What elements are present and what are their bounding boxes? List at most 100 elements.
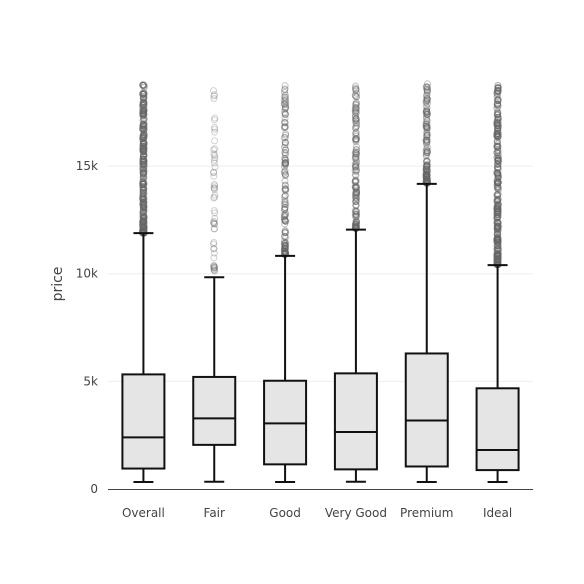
- outlier-point: [281, 86, 289, 94]
- outlier-point: [352, 202, 360, 210]
- outlier-point: [352, 148, 360, 156]
- outlier-points: [139, 80, 502, 275]
- outlier-point: [282, 239, 290, 247]
- outlier-point: [352, 138, 360, 146]
- outlier-point: [422, 165, 430, 173]
- outlier-point: [211, 209, 219, 217]
- outlier-point: [423, 147, 431, 155]
- outlier-point: [423, 91, 431, 99]
- outlier-point: [352, 195, 360, 203]
- outlier-point: [281, 216, 289, 224]
- outlier-point: [281, 108, 289, 116]
- outlier-point: [351, 112, 359, 120]
- outlier-point: [422, 98, 430, 106]
- outlier-point: [352, 99, 360, 107]
- outlier-point: [140, 94, 148, 102]
- outlier-point: [423, 109, 431, 117]
- outlier-point: [493, 164, 501, 172]
- outlier-point: [423, 97, 431, 105]
- outlier-point: [281, 182, 289, 190]
- outlier-point: [280, 246, 288, 254]
- outlier-point: [139, 217, 147, 225]
- outlier-point: [352, 207, 360, 215]
- outlier-point: [353, 89, 361, 97]
- outlier-point: [351, 135, 359, 143]
- outlier-point: [281, 109, 289, 117]
- outlier-point: [422, 166, 430, 174]
- outlier-point: [493, 255, 501, 263]
- outlier-point: [282, 201, 290, 209]
- outlier-point: [352, 218, 360, 226]
- outlier-point: [352, 162, 360, 170]
- outlier-point: [352, 221, 360, 229]
- outlier-point: [281, 213, 289, 221]
- outlier-point: [281, 160, 289, 168]
- outlier-point: [423, 165, 431, 173]
- outlier-point: [423, 165, 431, 173]
- outlier-point: [352, 197, 360, 205]
- outlier-point: [281, 233, 289, 241]
- outlier-point: [352, 100, 360, 108]
- outlier-point: [423, 95, 431, 103]
- outlier-point: [494, 150, 502, 158]
- outlier-point: [423, 131, 431, 139]
- outlier-point: [281, 101, 289, 109]
- outlier-point: [282, 146, 290, 154]
- outlier-point: [494, 178, 502, 186]
- outlier-point: [281, 119, 289, 127]
- outlier-point: [352, 149, 360, 157]
- outlier-point: [211, 191, 219, 199]
- outlier-point: [210, 225, 218, 233]
- outlier-point: [139, 99, 147, 107]
- outlier-point: [423, 139, 431, 147]
- outlier-point: [281, 119, 289, 127]
- outlier-point: [281, 211, 289, 219]
- outlier-point: [352, 207, 360, 215]
- outlier-point: [423, 132, 431, 140]
- outlier-point: [423, 171, 431, 179]
- outlier-point: [282, 244, 290, 252]
- outlier-point: [351, 171, 359, 179]
- y-tick-labels: 0 5k 10k 15k: [76, 159, 98, 496]
- outlier-point: [494, 195, 502, 203]
- outlier-point: [352, 168, 360, 176]
- outlier-point: [351, 191, 359, 199]
- outlier-point: [281, 192, 289, 200]
- outlier-point: [352, 198, 360, 206]
- outlier-point: [352, 161, 360, 169]
- outlier-point: [423, 120, 431, 128]
- outlier-point: [210, 91, 218, 99]
- outlier-point: [210, 225, 218, 233]
- outlier-point: [281, 104, 289, 112]
- outlier-point: [281, 88, 289, 96]
- outlier-point: [423, 86, 431, 94]
- outlier-point: [423, 91, 431, 99]
- outlier-point: [493, 89, 501, 97]
- outlier-point: [493, 235, 501, 243]
- outlier-point: [352, 152, 360, 160]
- outlier-point: [422, 149, 430, 157]
- outlier-point: [139, 193, 147, 201]
- outlier-point: [281, 154, 289, 162]
- outlier-point: [423, 117, 431, 125]
- outlier-point: [210, 159, 218, 167]
- outlier-point: [282, 131, 290, 139]
- outlier-point: [281, 217, 289, 225]
- outlier-point: [139, 184, 147, 192]
- outlier-point: [351, 112, 359, 120]
- outlier-point: [282, 110, 290, 118]
- outlier-point: [422, 83, 430, 91]
- outlier-point: [494, 190, 502, 198]
- outlier-point: [352, 210, 360, 218]
- outlier-point: [210, 220, 218, 228]
- outlier-point: [423, 157, 431, 165]
- outlier-point: [423, 161, 431, 169]
- outlier-point: [351, 193, 359, 201]
- outlier-point: [281, 160, 289, 168]
- outlier-point: [423, 124, 431, 132]
- outlier-point: [422, 166, 430, 174]
- outlier-point: [422, 170, 430, 178]
- outlier-point: [423, 147, 431, 155]
- outlier-point: [280, 193, 288, 201]
